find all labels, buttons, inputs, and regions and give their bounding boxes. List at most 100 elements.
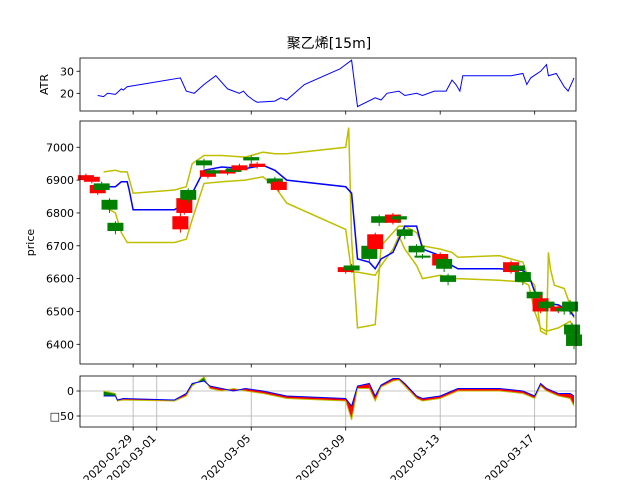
price-y-axis-label: price xyxy=(24,229,37,257)
candle xyxy=(562,299,579,315)
candle-body xyxy=(231,165,248,171)
oscillator-fill-segment xyxy=(357,383,370,389)
candle-body xyxy=(371,216,388,223)
y-tick-label: 7000 xyxy=(46,141,74,154)
candle xyxy=(390,214,407,223)
candle-body xyxy=(566,334,583,346)
candle-body xyxy=(562,301,579,312)
oscillator-fill-segment xyxy=(103,391,116,396)
candle xyxy=(367,232,384,251)
candle-body xyxy=(396,229,413,236)
candle-body xyxy=(180,189,197,200)
oscillator-fill-segment xyxy=(286,396,346,401)
candle xyxy=(101,198,118,213)
oscillator-fill-segment xyxy=(558,393,571,399)
oscillator-axes-frame xyxy=(79,375,577,428)
oscillator-fill-segment xyxy=(528,393,535,399)
price-band-line xyxy=(103,127,575,336)
candle xyxy=(414,253,431,259)
oscillator-fill-segment xyxy=(440,391,452,399)
candle-body xyxy=(270,181,287,190)
candle xyxy=(440,273,457,286)
candle-body xyxy=(408,245,425,253)
oscillator-fill-segment xyxy=(274,393,287,399)
candle-body xyxy=(107,222,124,232)
candle xyxy=(566,332,583,350)
oscillator-fill-segment xyxy=(209,386,222,391)
oscillator-fill-segment xyxy=(522,391,529,396)
oscillator-y-ticks: 0 □50 xyxy=(50,385,80,423)
candle-body xyxy=(176,198,193,213)
candle xyxy=(243,155,260,164)
candle xyxy=(343,263,360,273)
atr-line-series xyxy=(97,59,575,108)
chart-title: 聚乙烯[15m] xyxy=(287,36,371,52)
y-tick-label: 6900 xyxy=(46,174,74,187)
y-tick-label: □50 xyxy=(50,410,74,423)
y-tick-label: 6600 xyxy=(46,273,74,286)
oscillator-main-line xyxy=(103,378,575,408)
atr-axes-frame xyxy=(79,57,577,112)
candle-body xyxy=(538,301,555,309)
candle xyxy=(249,162,266,169)
oscillator-fill-segment xyxy=(245,388,263,394)
price-candles xyxy=(77,155,583,350)
candle-body xyxy=(436,258,453,269)
oscillator-fill-segment xyxy=(452,388,458,394)
oscillator-fill-segment xyxy=(263,391,275,396)
oscillator-fill-segment xyxy=(570,393,574,406)
candle-body xyxy=(343,265,360,271)
candle xyxy=(93,181,110,194)
atr-line xyxy=(97,59,575,108)
y-tick-label: 6700 xyxy=(46,240,74,253)
candle xyxy=(508,263,525,273)
oscillator-fill-segment xyxy=(457,388,500,391)
oscillator-signal-line xyxy=(103,376,575,421)
oscillator-fill-segment xyxy=(422,396,441,401)
candle xyxy=(270,180,287,192)
candle xyxy=(436,257,453,273)
candle xyxy=(107,221,124,235)
candle xyxy=(172,212,189,233)
candle-body xyxy=(414,255,431,258)
price-y-ticks: 6400 6500 6600 6700 6800 6900 7000 xyxy=(46,141,80,351)
candle-body xyxy=(101,199,118,210)
candle-body xyxy=(564,324,581,335)
candle-body xyxy=(266,178,283,184)
oscillator-line-series xyxy=(103,376,575,421)
candle xyxy=(514,270,531,286)
candle-body xyxy=(440,275,457,282)
candle-body xyxy=(93,183,110,190)
candle xyxy=(231,163,248,172)
candle-body xyxy=(249,163,266,167)
candle-body xyxy=(390,216,407,220)
candle xyxy=(83,175,100,184)
atr-x-ticks xyxy=(132,111,536,115)
candle-body xyxy=(205,170,222,174)
price-panel: 6400 6500 6600 6700 6800 6900 7000 price xyxy=(24,120,583,368)
candle xyxy=(396,227,413,240)
price-axes-frame xyxy=(79,120,577,365)
price-band-line xyxy=(103,175,575,333)
oscillator-fill-segment xyxy=(416,396,423,401)
candle-body xyxy=(172,216,189,230)
y-tick-label: 30 xyxy=(60,65,74,78)
oscillator-fill-segment xyxy=(546,388,559,396)
candle xyxy=(538,299,555,312)
y-tick-label: 6500 xyxy=(46,305,74,318)
candle xyxy=(205,168,222,176)
y-tick-label: 6800 xyxy=(46,207,74,220)
candle-body xyxy=(367,234,384,250)
candle-body xyxy=(508,265,525,271)
candle xyxy=(371,214,388,227)
candle-body xyxy=(196,160,212,166)
oscillator-fill-segment xyxy=(369,383,376,401)
price-x-ticks xyxy=(132,364,536,368)
candle xyxy=(408,244,425,256)
y-tick-label: 20 xyxy=(60,87,74,100)
candle-body xyxy=(514,272,531,282)
